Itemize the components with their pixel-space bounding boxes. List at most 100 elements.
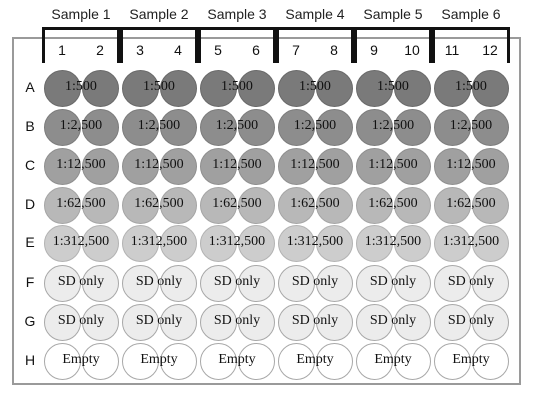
well [199, 147, 237, 185]
well [81, 303, 119, 341]
well-label: SD only [57, 274, 105, 289]
column-number: 12 [482, 42, 498, 58]
well [43, 224, 81, 262]
well [315, 147, 353, 185]
well [277, 342, 315, 380]
well [433, 69, 471, 107]
well [471, 342, 509, 380]
well-label: 1:62,500 [446, 196, 496, 211]
well [315, 186, 353, 224]
column-number: 8 [330, 42, 338, 58]
well-label: 1:12,500 [134, 157, 184, 172]
well [433, 264, 471, 302]
well [315, 303, 353, 341]
well [355, 69, 393, 107]
well [81, 342, 119, 380]
well [471, 147, 509, 185]
well [121, 108, 159, 146]
well [199, 69, 237, 107]
well [121, 224, 159, 262]
well-label: 1:2,500 [59, 118, 103, 133]
well [393, 186, 431, 224]
well-label: 1:2,500 [137, 118, 181, 133]
well [277, 69, 315, 107]
well-label: SD only [447, 313, 495, 328]
well [393, 147, 431, 185]
row-letter: C [24, 157, 36, 173]
well [355, 108, 393, 146]
well-label: Empty [140, 352, 178, 367]
well [315, 108, 353, 146]
well [393, 342, 431, 380]
row-letter: D [24, 196, 36, 212]
well [315, 264, 353, 302]
well-label: 1:312,500 [364, 234, 422, 249]
well [159, 224, 197, 262]
well [433, 108, 471, 146]
well-label: 1:12,500 [290, 157, 340, 172]
well [121, 69, 159, 107]
well-label: 1:62,500 [212, 196, 262, 211]
well [393, 264, 431, 302]
well-label: 1:12,500 [212, 157, 262, 172]
sample-bracket [432, 27, 510, 63]
column-number: 2 [96, 42, 104, 58]
well [121, 264, 159, 302]
well [277, 224, 315, 262]
well-label: 1:2,500 [449, 118, 493, 133]
well [237, 186, 275, 224]
sample-bracket [120, 27, 198, 63]
well [355, 186, 393, 224]
well-label: SD only [213, 313, 261, 328]
column-number: 4 [174, 42, 182, 58]
well [237, 303, 275, 341]
well [393, 224, 431, 262]
well-label: 1:12,500 [446, 157, 496, 172]
well [43, 108, 81, 146]
well [81, 147, 119, 185]
column-number: 6 [252, 42, 260, 58]
well-label: Empty [452, 352, 490, 367]
well-label: SD only [447, 274, 495, 289]
well [277, 186, 315, 224]
well [121, 342, 159, 380]
well [43, 147, 81, 185]
well [43, 69, 81, 107]
well-label: SD only [135, 274, 183, 289]
well [355, 147, 393, 185]
well [433, 342, 471, 380]
well-label: 1:312,500 [52, 234, 110, 249]
well-label: 1:500 [299, 79, 331, 94]
well [159, 264, 197, 302]
well [81, 108, 119, 146]
well-label: 1:312,500 [442, 234, 500, 249]
well [433, 224, 471, 262]
well-label: 1:500 [377, 79, 409, 94]
well [159, 303, 197, 341]
well-label: 1:12,500 [56, 157, 106, 172]
row-letter: A [25, 79, 35, 95]
well-label: 1:2,500 [293, 118, 337, 133]
well [277, 108, 315, 146]
well [471, 69, 509, 107]
row-letter: B [25, 118, 35, 134]
well [315, 224, 353, 262]
well [237, 342, 275, 380]
well-label: Empty [374, 352, 412, 367]
well-label: 1:312,500 [208, 234, 266, 249]
well [199, 224, 237, 262]
well [315, 342, 353, 380]
well [43, 186, 81, 224]
well [159, 108, 197, 146]
well [121, 186, 159, 224]
well-label: SD only [369, 313, 417, 328]
well [393, 108, 431, 146]
well [43, 264, 81, 302]
well-label: 1:62,500 [134, 196, 184, 211]
row-letter: E [25, 234, 35, 250]
well [81, 69, 119, 107]
well-label: 1:312,500 [286, 234, 344, 249]
well [393, 69, 431, 107]
well [81, 186, 119, 224]
well [121, 303, 159, 341]
